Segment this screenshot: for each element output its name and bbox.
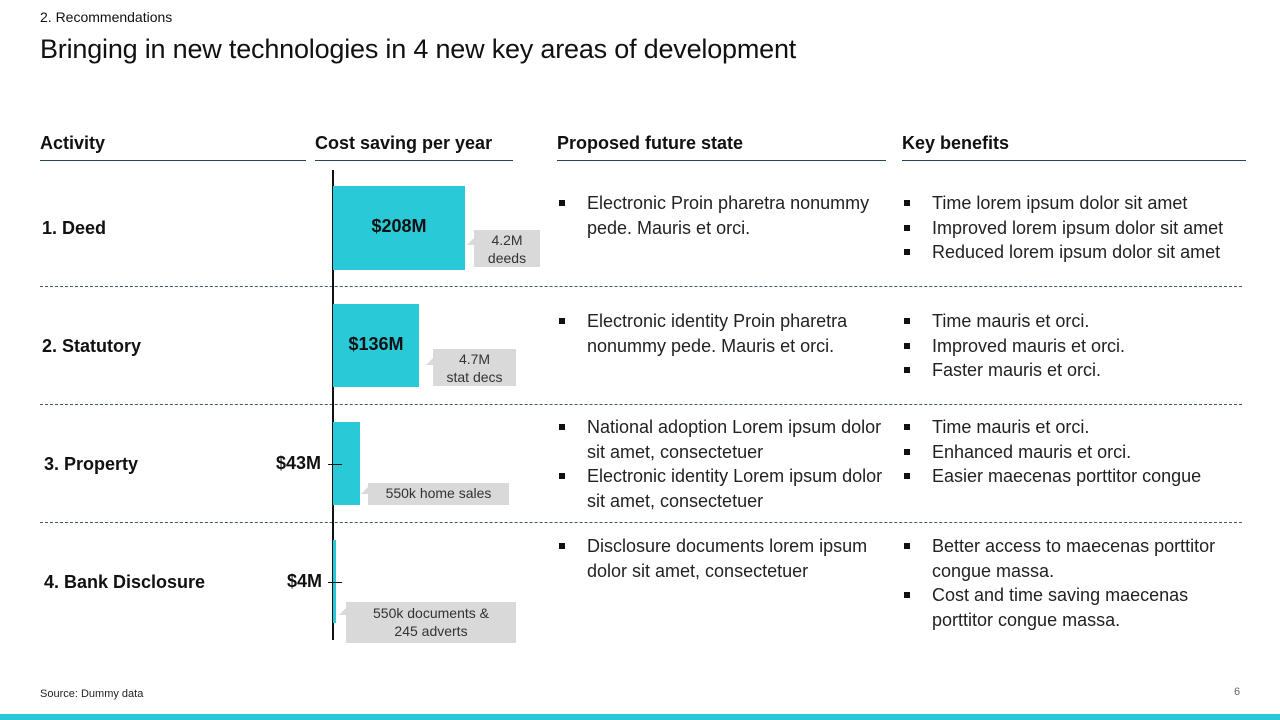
future-list-bank-disclosure: Disclosure documents lorem ipsum dolor s…	[557, 534, 892, 583]
list-item: Improved mauris et orci.	[902, 334, 1242, 359]
callout-line: 4.2M	[491, 232, 523, 248]
bar-value-label-statutory: $136M	[348, 334, 404, 354]
future-list-statutory: Electronic identity Proin pharetra nonum…	[557, 309, 892, 358]
bar-deed	[333, 186, 465, 270]
list-item: National adoption Lorem ipsum dolor sit …	[557, 415, 892, 464]
footer-accent-bar	[0, 714, 1280, 720]
list-item: Electronic identity Proin pharetra nonum…	[557, 309, 892, 358]
leader-tick-property	[328, 464, 342, 465]
callout-statutory: 4.7M stat decs	[426, 349, 516, 386]
callout-deed: 4.2M deeds	[467, 230, 540, 267]
activity-label-property: 3. Property	[44, 454, 139, 474]
callout-line: deeds	[487, 250, 527, 266]
list-item: Faster mauris et orci.	[902, 358, 1242, 383]
list-item: Time lorem ipsum dolor sit amet	[902, 191, 1242, 216]
row-divider	[40, 286, 1242, 287]
column-header-activity: Activity	[40, 133, 306, 161]
column-header-key-benefits: Key benefits	[902, 133, 1246, 161]
bar-value-label-property: $43M	[276, 453, 322, 473]
callout-line: 4.7M	[458, 351, 491, 367]
benefits-list-bank-disclosure: Better access to maecenas porttitor cong…	[902, 534, 1242, 632]
list-item: Time mauris et orci.	[902, 415, 1247, 440]
future-list-deed: Electronic Proin pharetra nonummy pede. …	[557, 191, 892, 240]
chart-axis	[332, 170, 334, 640]
callout-line: stat decs	[446, 369, 503, 385]
source-note: Source: Dummy data	[40, 688, 144, 700]
callout-line: 550k documents &	[373, 605, 489, 621]
callout-line: 550k home sales	[385, 485, 492, 501]
list-item: Better access to maecenas porttitor cong…	[902, 534, 1242, 583]
leader-tick-bank-disclosure	[328, 582, 342, 583]
callout-property: 550k home sales	[361, 483, 509, 505]
column-header-cost-saving: Cost saving per year	[315, 133, 513, 161]
bar-property	[333, 422, 360, 505]
section-label: 2. Recommendations	[40, 9, 173, 25]
callout-line: 245 adverts	[394, 623, 468, 639]
list-item: Disclosure documents lorem ipsum dolor s…	[557, 534, 892, 583]
page-title: Bringing in new technologies in 4 new ke…	[40, 34, 797, 64]
bar-value-label-bank-disclosure: $4M	[287, 571, 323, 591]
list-item: Easier maecenas porttitor congue	[902, 464, 1247, 489]
bar-value-label-deed: $208M	[371, 216, 427, 236]
bar-statutory	[333, 304, 419, 387]
list-item: Enhanced mauris et orci.	[902, 440, 1247, 465]
list-item: Reduced lorem ipsum dolor sit amet	[902, 240, 1242, 265]
list-item: Time mauris et orci.	[902, 309, 1242, 334]
column-header-future-state: Proposed future state	[557, 133, 886, 161]
row-divider	[40, 522, 1242, 523]
activity-label-deed: 1. Deed	[42, 218, 107, 238]
bar-bank-disclosure	[333, 540, 336, 623]
callout-bank-disclosure: 550k documents & 245 adverts	[339, 602, 516, 643]
benefits-list-deed: Time lorem ipsum dolor sit amet Improved…	[902, 191, 1242, 265]
list-item: Cost and time saving maecenas porttitor …	[902, 583, 1242, 632]
list-item: Electronic Proin pharetra nonummy pede. …	[557, 191, 892, 240]
row-divider	[40, 404, 1242, 405]
page-number: 6	[1234, 686, 1241, 698]
benefits-list-property: Time mauris et orci. Enhanced mauris et …	[902, 415, 1247, 489]
future-list-property: National adoption Lorem ipsum dolor sit …	[557, 415, 892, 513]
activity-label-bank-disclosure: 4. Bank Disclosure	[44, 572, 206, 592]
list-item: Electronic identity Lorem ipsum dolor si…	[557, 464, 892, 513]
list-item: Improved lorem ipsum dolor sit amet	[902, 216, 1242, 241]
benefits-list-statutory: Time mauris et orci. Improved mauris et …	[902, 309, 1242, 383]
activity-label-statutory: 2. Statutory	[42, 336, 142, 356]
